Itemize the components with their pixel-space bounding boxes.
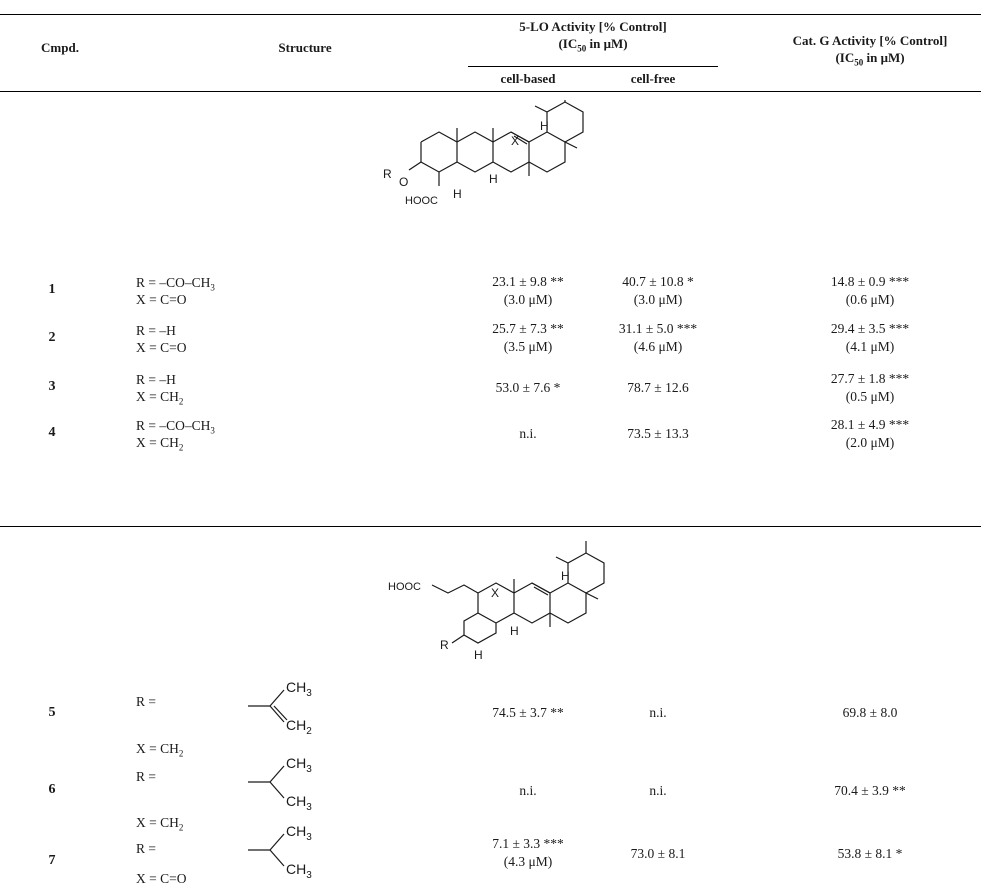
row-2-id: 2 [48,330,56,345]
row-6-lo-free: n.i. [649,783,667,798]
row-7-fragment-top: CH3 [286,823,312,843]
row-1-lo-cell-ic: (3.0 μM) [503,292,553,307]
row-7-fragment: CH3 CH3 [248,823,312,880]
structure-1-atom-h3: H [453,187,462,201]
row-2-r: R = –H [136,323,176,338]
row-7-fragment-bottom: CH3 [286,861,312,880]
row-6-x: X = CH2 [136,815,184,833]
header-cmpd: Cmpd. [41,40,79,55]
row-7-lo-free: 73.0 ± 8.1 [630,846,686,861]
row-3-r: R = –H [136,372,176,387]
header-lo-line2: (IC50 in μM) [558,36,628,54]
row-2-lo-cell: 25.7 ± 7.3 ** (3.5 μM) [458,320,598,356]
row-4-lo-free: 73.5 ± 13.3 [627,426,689,441]
header-cell-free: cell-free [630,71,676,86]
structure-1-atom-x: X [511,134,519,148]
structure-1-atom-h1: H [540,119,549,133]
row-5-lo-cell: 74.5 ± 3.7 ** [492,705,564,720]
row-2-catg-ic: (4.1 μM) [845,339,895,354]
row-5-catg: 69.8 ± 8.0 [842,705,898,720]
row-3-lo-free: 78.7 ± 12.6 [627,380,689,395]
row-5-fragment-top: CH3 [286,679,312,699]
row-1-r: R = –CO–CH3 [136,275,215,293]
row-7-r: R = [136,841,156,856]
header-cell-based: cell-based [500,71,556,86]
row-5-lo-free: n.i. [649,705,667,720]
top-rule [0,14,981,15]
structure-2-atom-h2: H [510,624,519,638]
row-1-lo-cell-value: 23.1 ± 9.8 ** [492,274,564,289]
structure-2-drawing: HOOC X H H R H [388,541,605,662]
row-4-catg: 28.1 ± 4.9 *** (2.0 μM) [790,416,950,452]
row-5-r: R = [136,694,156,709]
row-3-catg: 27.7 ± 1.8 *** (0.5 μM) [790,370,950,406]
row-1-id: 1 [48,282,56,297]
row-1-lo-free: 40.7 ± 10.8 * (3.0 μM) [588,273,728,309]
structure-1-atom-h2: H [489,172,498,186]
row-6-id: 6 [48,782,56,797]
row-1-catg-ic: (0.6 μM) [845,292,895,307]
structure-2-atom-hooc: HOOC [388,581,421,593]
row-2-x: X = C=O [136,340,187,355]
structure-2-atom-x: X [491,586,499,600]
row-3-catg-value: 27.7 ± 1.8 *** [830,371,910,386]
header-catg-line2: (IC50 in μM) [835,50,905,68]
structure-2-atom-h3: H [474,648,483,662]
row-1-lo-cell: 23.1 ± 9.8 ** (3.0 μM) [458,273,598,309]
row-3-id: 3 [48,379,56,394]
row-6-lo-cell: n.i. [519,783,537,798]
row-2-catg: 29.4 ± 3.5 *** (4.1 μM) [790,320,950,356]
row-1-x: X = C=O [136,292,187,307]
row-2-lo-free-value: 31.1 ± 5.0 *** [618,321,698,336]
structure-2-atom-r: R [440,638,449,652]
row-4-r: R = –CO–CH3 [136,418,215,436]
row-1-lo-free-ic: (3.0 μM) [633,292,683,307]
structure-2-atom-h1: H [561,569,570,583]
row-7-lo-cell: 7.1 ± 3.3 *** (4.3 μM) [458,835,598,871]
row-7-id: 7 [48,853,56,868]
row-2-lo-free: 31.1 ± 5.0 *** (4.6 μM) [588,320,728,356]
row-3-lo-cell: 53.0 ± 7.6 * [495,380,561,395]
row-4-lo-cell: n.i. [519,426,537,441]
row-4-id: 4 [48,425,56,440]
row-3-catg-ic: (0.5 μM) [845,389,895,404]
row-5-fragment-bottom: CH2 [286,717,312,736]
row-6-r: R = [136,769,156,784]
row-1-lo-free-value: 40.7 ± 10.8 * [622,274,694,289]
row-1-catg: 14.8 ± 0.9 *** (0.6 μM) [790,273,950,309]
structure-1-atom-o: O [399,175,408,189]
row-4-catg-ic: (2.0 μM) [845,435,895,450]
group-divider-rule [0,526,981,527]
row-4-x: X = CH2 [136,435,184,453]
row-2-lo-cell-ic: (3.5 μM) [503,339,553,354]
header-structure: Structure [278,40,332,55]
header-lo-line1: 5-LO Activity [% Control] [519,19,667,34]
row-7-catg: 53.8 ± 8.1 * [837,846,903,861]
header-catg-line1: Cat. G Activity [% Control] [792,33,948,48]
row-3-x: X = CH2 [136,389,184,407]
row-2-lo-cell-value: 25.7 ± 7.3 ** [492,321,564,336]
row-1-catg-value: 14.8 ± 0.9 *** [830,274,910,289]
row-2-catg-value: 29.4 ± 3.5 *** [830,321,910,336]
header-lo-group: 5-LO Activity [% Control] (IC50 in μM) [468,18,718,58]
header-catg: Cat. G Activity [% Control] (IC50 in μM) [760,32,980,72]
row-5-fragment: CH3 CH2 [248,679,312,736]
structure-1-atom-r: R [383,167,392,181]
row-5-x: X = CH2 [136,741,184,759]
row-6-fragment-bottom: CH3 [286,793,312,812]
structure-1-atom-hooc: HOOC [405,195,438,207]
row-7-x: X = C=O [136,871,187,886]
row-6-catg: 70.4 ± 3.9 ** [834,783,906,798]
row-5-id: 5 [48,705,56,720]
row-7-lo-cell-ic: (4.3 μM) [503,854,553,869]
row-6-fragment: CH3 CH3 [248,755,312,812]
structure-1-drawing: X H H H R O HOOC [383,100,584,207]
row-7-lo-cell-value: 7.1 ± 3.3 *** [492,836,564,851]
row-6-fragment-top: CH3 [286,755,312,775]
lo-group-rule [468,66,718,67]
header-bottom-rule [0,91,981,92]
row-2-lo-free-ic: (4.6 μM) [633,339,683,354]
row-4-catg-value: 28.1 ± 4.9 *** [830,417,910,432]
